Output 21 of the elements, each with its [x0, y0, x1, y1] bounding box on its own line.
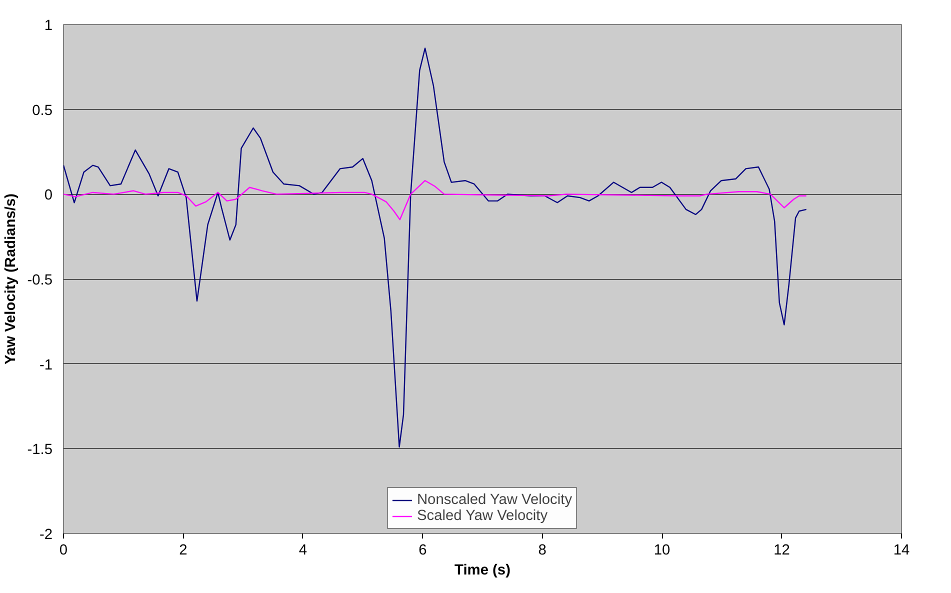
legend-label: Nonscaled Yaw Velocity [416, 492, 572, 508]
y-tick-label: 0 [44, 188, 53, 204]
line-series [64, 180, 807, 220]
y-axis-title: Yaw Velocity (Radians/s) [3, 193, 20, 365]
y-tick-label: -1.5 [27, 442, 53, 458]
x-tick-label: 4 [298, 542, 308, 558]
x-axis-title: Time (s) [454, 562, 511, 578]
x-tick-label: 12 [774, 542, 790, 558]
x-tick-label: 0 [59, 542, 68, 558]
line-series [64, 48, 807, 448]
y-tick-label: -2 [39, 527, 53, 543]
x-tick-label: 14 [893, 542, 910, 558]
x-tick-label: 2 [179, 542, 188, 558]
x-tick-label: 10 [654, 542, 670, 558]
x-tick-label: 6 [418, 542, 427, 558]
y-tick-label: 1 [44, 18, 53, 34]
y-tick-label: -0.5 [27, 272, 53, 288]
y-tick-label: 0.5 [32, 102, 52, 119]
legend-label: Scaled Yaw Velocity [416, 508, 548, 524]
x-tick-label: 8 [538, 542, 546, 558]
y-tick-label: -1 [39, 357, 53, 374]
